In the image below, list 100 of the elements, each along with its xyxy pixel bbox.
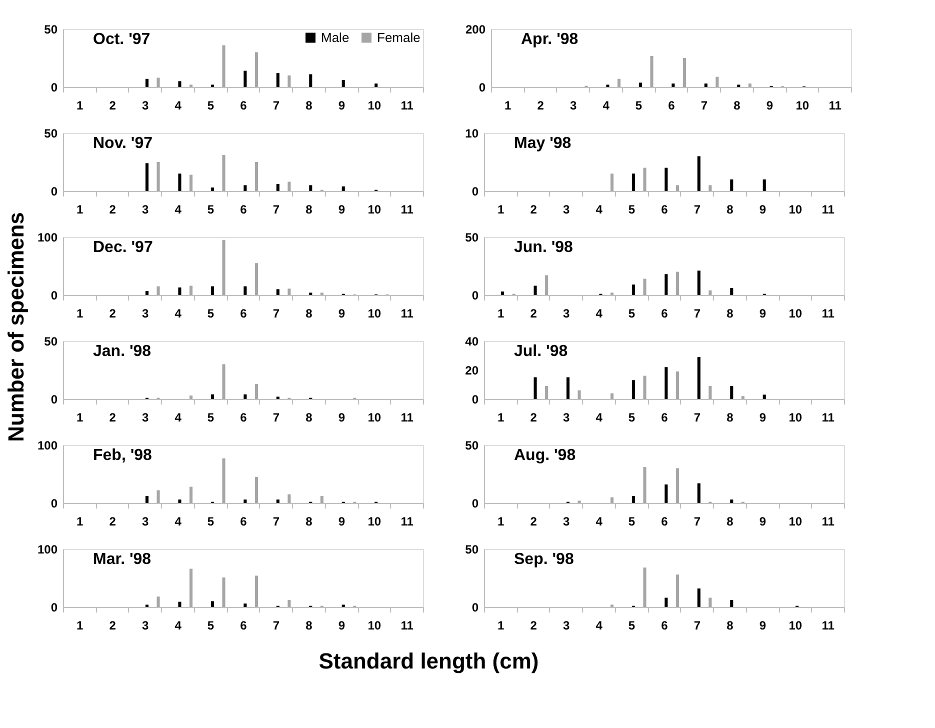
bar [189, 396, 193, 399]
x-tick-label: 4 [596, 618, 603, 632]
x-tick-label: 1 [498, 202, 505, 216]
x-tick-label: 7 [272, 202, 280, 216]
bar [244, 70, 247, 87]
bar [708, 598, 712, 607]
bar [730, 288, 734, 295]
bar [254, 162, 258, 191]
x-tick-label: 11 [400, 618, 414, 632]
bar [145, 290, 149, 295]
bar [288, 494, 291, 503]
x-tick-label: 3 [142, 306, 149, 320]
x-tick-label: 11 [828, 98, 842, 112]
x-tick-label: 11 [822, 410, 835, 424]
x-tick-label: 5 [628, 618, 636, 632]
x-tick-label: 6 [240, 410, 248, 424]
x-tick-label: 3 [142, 410, 149, 424]
y-tick-label: 0 [50, 80, 58, 94]
x-tick-label: 3 [570, 98, 577, 112]
bar [676, 185, 679, 191]
x-tick-label: 11 [400, 514, 414, 528]
bar [610, 393, 614, 399]
x-tick-label: 4 [596, 202, 603, 216]
bar [730, 386, 734, 399]
x-tick-label: 4 [596, 514, 603, 528]
x-tick-label: 5 [628, 306, 636, 320]
bar [676, 468, 679, 503]
bar [643, 168, 646, 191]
bar [309, 74, 312, 87]
x-tick-label: 7 [694, 618, 701, 632]
x-tick-label: 2 [530, 410, 538, 424]
bar [244, 286, 247, 295]
x-tick-label: 5 [207, 306, 214, 320]
bar [156, 596, 160, 607]
x-tick-label: 10 [788, 410, 802, 424]
x-tick-label: 10 [368, 514, 382, 528]
y-tick-label: 0 [478, 80, 486, 94]
x-tick-label: 9 [338, 410, 346, 424]
x-tick-label: 3 [562, 618, 570, 632]
bar [638, 82, 642, 87]
x-tick-label: 5 [207, 514, 214, 528]
bar [189, 174, 193, 191]
x-tick-label: 9 [766, 98, 774, 112]
x-tick-label: 10 [368, 202, 382, 216]
x-tick-label: 5 [207, 410, 214, 424]
bar [254, 576, 258, 607]
bar [545, 386, 548, 399]
x-tick-label: 7 [272, 306, 280, 320]
bar [156, 78, 160, 87]
bar [309, 185, 312, 191]
bar [708, 290, 712, 295]
bar [145, 163, 149, 191]
x-tick-label: 7 [694, 306, 701, 320]
x-tick-label: 6 [240, 202, 248, 216]
bar [156, 162, 160, 191]
bar [682, 58, 686, 87]
bar [244, 185, 247, 191]
bar [534, 377, 537, 399]
x-tick-label: 6 [661, 202, 668, 216]
x-tick-label: 9 [759, 202, 766, 216]
chart-title: Sep. '98 [514, 551, 574, 568]
bar [342, 80, 345, 87]
chart-title: Mar. '98 [93, 551, 152, 568]
x-tick-label: 11 [822, 306, 835, 320]
x-tick-label: 2 [109, 306, 116, 320]
legend-label: Male [321, 30, 350, 45]
y-tick-label: 200 [465, 22, 486, 36]
bar [244, 394, 247, 399]
bar [708, 185, 712, 191]
x-tick-label: 6 [668, 98, 676, 112]
bar [672, 84, 675, 87]
bar [244, 500, 247, 503]
x-tick-label: 3 [562, 410, 570, 424]
bar [342, 186, 345, 191]
x-tick-label: 8 [306, 98, 313, 112]
x-tick-label: 10 [368, 618, 382, 632]
x-tick-label: 9 [338, 98, 346, 112]
bar [650, 56, 654, 87]
bar [697, 156, 700, 191]
bar [189, 486, 193, 503]
x-tick-label: 6 [240, 618, 248, 632]
bar [664, 168, 668, 191]
y-tick-label: 0 [50, 184, 58, 198]
x-tick-label: 9 [338, 306, 346, 320]
x-tick-label: 10 [368, 306, 382, 320]
x-tick-label: 4 [174, 618, 182, 632]
x-tick-label: 8 [306, 306, 313, 320]
bar [643, 568, 646, 607]
x-tick-label: 9 [338, 618, 346, 632]
x-tick-label: 7 [694, 202, 701, 216]
x-axis-title: Standard length (cm) [318, 648, 539, 674]
bar [730, 179, 734, 191]
x-tick-label: 3 [142, 618, 149, 632]
bar [374, 84, 378, 87]
bar [254, 263, 258, 295]
x-tick-label: 2 [109, 410, 116, 424]
chart-title: Apr. '98 [521, 31, 578, 48]
y-tick-label: 0 [472, 392, 479, 406]
x-tick-label: 7 [272, 410, 280, 424]
x-tick-label: 2 [109, 98, 116, 112]
